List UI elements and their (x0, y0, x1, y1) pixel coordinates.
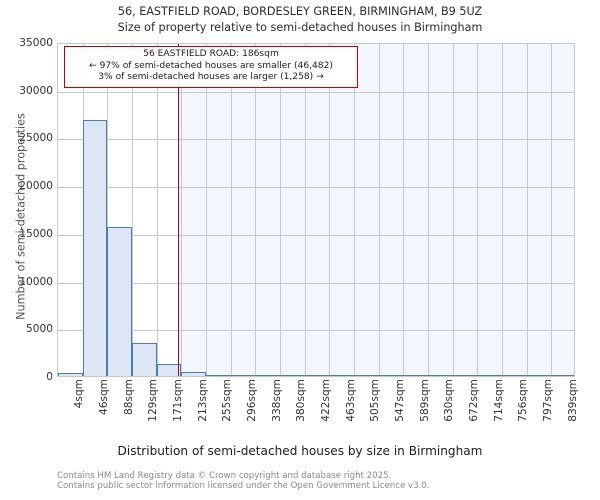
histogram-bar (551, 374, 574, 376)
gridline-v (280, 44, 281, 376)
y-tick-label: 5000 (26, 323, 53, 336)
plot-area (57, 43, 575, 377)
y-tick-label: 35000 (19, 37, 53, 49)
gridline-v (403, 44, 405, 376)
annotation-line-1: 56 EASTFIELD ROAD: 186sqm (143, 49, 279, 59)
gridline-v (354, 44, 355, 376)
histogram-bar (280, 374, 305, 376)
annotation-line-3: 3% of semi-detached houses are larger (1… (98, 72, 324, 83)
x-tick-label: 463sqm (344, 379, 357, 422)
x-tick-label: 338sqm (270, 379, 283, 422)
gridline-h (58, 91, 574, 93)
x-tick-label: 129sqm (147, 379, 160, 422)
histogram-bar (526, 374, 552, 376)
x-tick-label: 839sqm (566, 379, 579, 422)
x-tick-label: 171sqm (172, 379, 184, 422)
gridline-v (428, 44, 429, 376)
larger-region-shading (177, 44, 574, 376)
footer-attribution: Contains HM Land Registry data © Crown c… (57, 471, 587, 492)
gridline-v (206, 44, 207, 376)
gridline-h (58, 282, 574, 284)
histogram-bar (255, 374, 280, 376)
footer-line-2: Contains public sector information licen… (57, 481, 430, 492)
x-tick-label: 46sqm (98, 379, 110, 416)
gridline-v (502, 44, 503, 376)
property-annotation-box: 56 EASTFIELD ROAD: 186sqm ← 97% of semi-… (64, 46, 358, 88)
y-tick-label: 15000 (19, 227, 53, 240)
gridline-h (58, 330, 574, 332)
y-tick-label: 0 (46, 371, 53, 383)
histogram-bar (502, 374, 527, 376)
y-tick-label: 20000 (19, 180, 53, 193)
gridline-h (58, 187, 574, 189)
histogram-bar (107, 227, 132, 376)
gridline-v (132, 44, 133, 376)
histogram-bar (206, 374, 231, 376)
histogram-bar (452, 374, 478, 376)
x-axis-ticks: 4sqm 46sqm 88sqm 129sqm 171sqm 213sqm 255sqm 29… (57, 379, 578, 443)
gridline-v (156, 44, 158, 376)
gridline-v (551, 44, 553, 376)
footer-line-1: Contains HM Land Registry data © Crown c… (57, 471, 392, 481)
histogram-bar (378, 374, 404, 376)
gridline-v (477, 44, 479, 376)
x-tick-label: 589sqm (418, 379, 431, 422)
histogram-bar (329, 374, 354, 376)
histogram-bar (230, 374, 256, 376)
x-tick-label: 756sqm (517, 379, 530, 422)
gridline-v (378, 44, 380, 376)
histogram-bar (132, 343, 157, 376)
x-axis-title: Distribution of semi-detached houses by … (117, 444, 483, 458)
x-tick-label: 714sqm (492, 379, 505, 422)
histogram-bar (181, 372, 206, 376)
x-tick-label: 88sqm (122, 379, 135, 416)
histogram-bar (354, 374, 379, 376)
y-tick-label: 25000 (19, 132, 53, 145)
histogram-bar (156, 364, 182, 376)
gridline-v (230, 44, 232, 376)
gridline-v (526, 44, 528, 376)
annotation-line-2: ← 97% of semi-detached houses are smalle… (89, 60, 333, 71)
x-tick-label: 797sqm (542, 379, 554, 422)
x-tick-label: 4sqm (73, 379, 86, 409)
gridline-v (452, 44, 454, 376)
histogram-bar (58, 373, 83, 376)
histogram-bar (477, 374, 502, 376)
gridline-v (107, 44, 109, 376)
gridline-v (304, 44, 306, 376)
gridline-v (329, 44, 331, 376)
y-tick-label: 10000 (19, 275, 53, 288)
histogram-bar (428, 374, 453, 376)
x-tick-label: 630sqm (443, 379, 456, 422)
x-tick-label: 255sqm (221, 379, 234, 422)
histogram-bar (403, 374, 428, 376)
chart-title: 56, EASTFIELD ROAD, BORDESLEY GREEN, BIR… (117, 5, 483, 18)
property-size-marker-line (177, 44, 180, 376)
chart-subtitle: Size of property relative to semi-detach… (117, 21, 483, 34)
x-tick-label: 505sqm (369, 379, 382, 422)
histogram-bar (82, 120, 108, 376)
y-axis-title: Number of semi-detached properties (14, 113, 28, 320)
histogram-bar (304, 374, 330, 376)
y-tick-label: 30000 (19, 84, 53, 97)
gridline-v (181, 44, 183, 376)
gridline-v (255, 44, 257, 376)
x-tick-label: 672sqm (468, 379, 480, 422)
x-tick-label: 380sqm (295, 379, 308, 422)
x-tick-label: 422sqm (320, 379, 332, 422)
x-tick-label: 213sqm (196, 379, 209, 422)
gridline-h (58, 139, 574, 141)
title-block: 56, EASTFIELD ROAD, BORDESLEY GREEN, BIR… (0, 4, 600, 36)
y-axis-ticks: 0 5000 10000 15000 20000 25000 30000 35000 (0, 0, 53, 500)
x-tick-label: 296sqm (246, 379, 258, 422)
gridline-h (58, 234, 574, 236)
x-tick-label: 547sqm (394, 379, 406, 422)
